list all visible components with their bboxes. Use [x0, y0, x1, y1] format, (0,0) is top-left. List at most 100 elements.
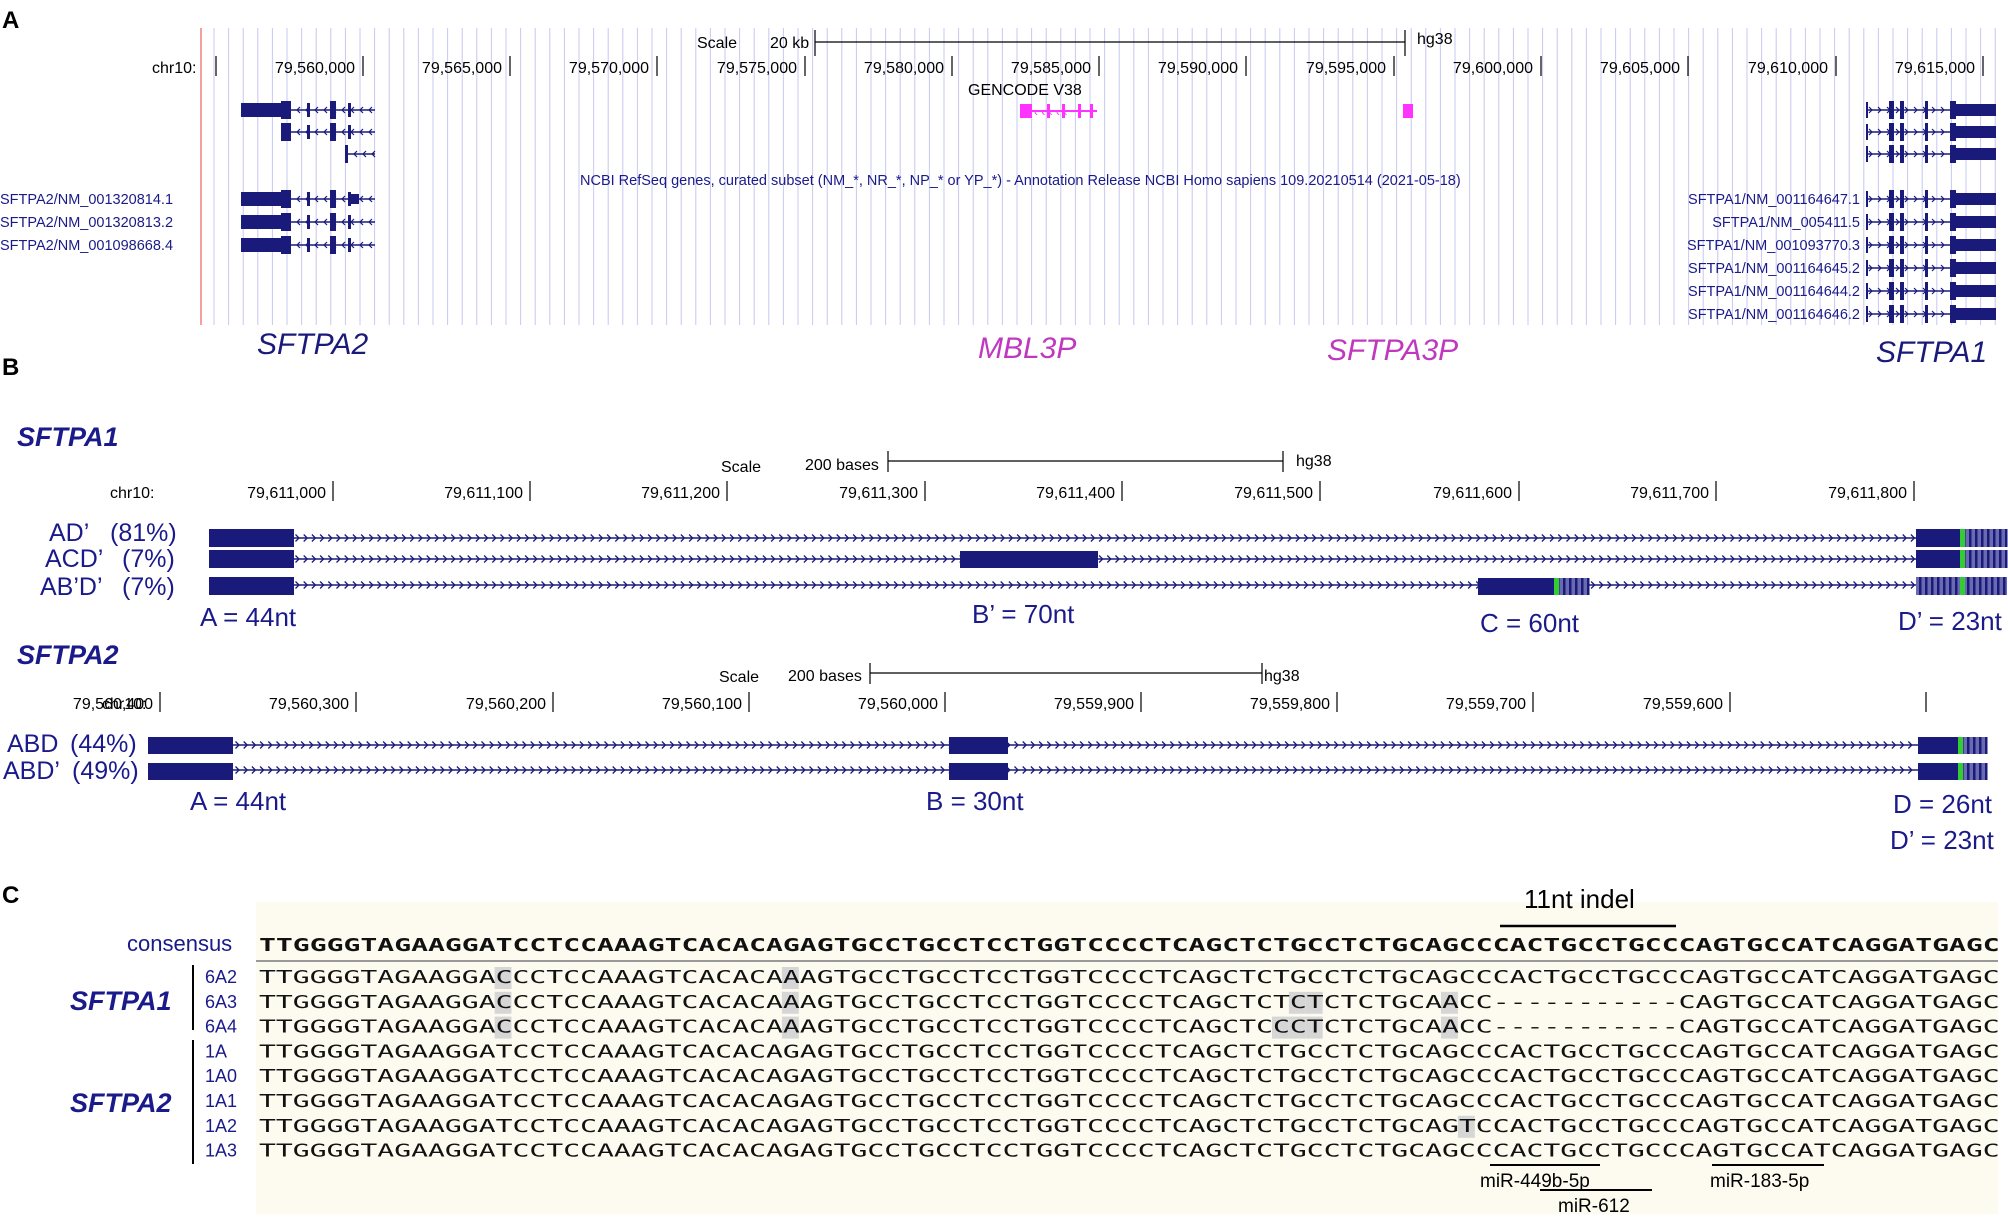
strand-arrow	[1574, 555, 1580, 563]
tick-label: 79,611,300	[839, 485, 918, 502]
strand-arrow	[1940, 218, 1945, 226]
strand-arrow	[1489, 741, 1495, 749]
strand-arrow	[923, 741, 929, 749]
strand-arrow	[259, 766, 265, 774]
strand-arrow	[1672, 581, 1678, 589]
strand-arrow	[1648, 555, 1653, 563]
strand-arrow	[1106, 534, 1112, 542]
strand-arrow	[639, 581, 645, 589]
exon-block	[330, 190, 336, 208]
exon-block	[348, 238, 351, 252]
tick-label: 79,560,100	[662, 696, 742, 713]
strand-arrow	[639, 534, 645, 542]
exon-block	[1956, 126, 1996, 138]
exon-stripe	[1985, 737, 1988, 754]
strand-arrow	[1877, 195, 1882, 203]
strand-arrow	[1350, 741, 1356, 749]
scale-value: 200 bases	[805, 457, 879, 474]
strand-arrow	[1904, 264, 1909, 272]
strand-arrow	[374, 741, 380, 749]
strand-arrow	[819, 534, 825, 542]
strand-arrow	[327, 581, 333, 589]
strand-arrow	[800, 766, 806, 774]
strand-arrow	[1238, 555, 1243, 563]
strand-arrow	[1418, 534, 1424, 542]
strand-arrow	[1407, 766, 1413, 774]
strand-arrow	[869, 555, 874, 563]
strand-arrow	[1418, 555, 1424, 563]
exon-block	[1950, 305, 1956, 323]
panel-c-label: C	[2, 882, 19, 909]
strand-arrow	[1738, 581, 1744, 589]
strand-arrow	[1913, 106, 1918, 114]
strand-arrow	[401, 555, 407, 563]
strand-arrow	[524, 555, 530, 563]
strand-arrow	[762, 555, 768, 563]
strand-arrow	[1115, 581, 1120, 589]
strand-arrow	[1629, 741, 1634, 749]
strand-arrow	[1574, 534, 1580, 542]
strand-arrow	[1858, 766, 1864, 774]
strand-arrow	[967, 581, 973, 589]
strand-arrow	[371, 150, 376, 158]
strand-arrow	[1538, 766, 1544, 774]
strand-arrow	[1197, 534, 1202, 542]
strand-arrow	[557, 534, 563, 542]
strand-arrow	[336, 581, 341, 589]
strand-arrow	[1801, 766, 1807, 774]
strand-arrow	[1301, 741, 1306, 749]
strand-arrow	[1891, 766, 1897, 774]
strand-arrow	[1771, 581, 1776, 589]
strand-arrow	[1809, 741, 1815, 749]
strand-arrow	[1383, 766, 1388, 774]
panel-b-label: B	[2, 354, 19, 381]
strand-arrow	[1311, 581, 1317, 589]
strand-arrow	[1719, 766, 1725, 774]
strand-arrow	[885, 555, 891, 563]
strand-arrow	[992, 534, 997, 542]
strand-arrow	[1295, 555, 1301, 563]
group-label-sftpa2: SFTPA2	[70, 1088, 172, 1118]
transcript-label: SFTPA1/NM_001164645.2	[1688, 261, 1860, 277]
exon-label: C = 60nt	[1480, 608, 1580, 638]
strand-arrow	[1735, 741, 1741, 749]
strand-arrow	[959, 581, 965, 589]
exon-block	[1866, 237, 1868, 253]
strand-arrow	[1784, 766, 1790, 774]
strand-arrow	[1639, 581, 1645, 589]
strand-arrow	[983, 534, 989, 542]
strand-arrow	[1336, 581, 1342, 589]
strand-arrow	[718, 766, 724, 774]
strand-arrow	[647, 534, 653, 542]
strand-arrow	[1913, 128, 1918, 136]
strand-arrow	[1752, 741, 1757, 749]
strand-arrow	[1913, 195, 1918, 203]
strand-arrow	[1885, 555, 1891, 563]
strand-arrow	[907, 741, 913, 749]
exon-stripe	[1981, 550, 1984, 568]
strand-arrow	[1333, 741, 1339, 749]
strand-arrow	[1385, 534, 1391, 542]
strand-arrow	[1596, 766, 1602, 774]
strand-arrow	[267, 766, 273, 774]
strand-arrow	[1434, 581, 1440, 589]
strand-arrow	[1895, 287, 1900, 295]
exon-block	[1900, 213, 1904, 231]
strand-arrow	[1016, 534, 1022, 542]
strand-arrow	[1664, 581, 1670, 589]
exon-block	[307, 238, 310, 252]
tick-label: 79,611,400	[1036, 485, 1115, 502]
strand-arrow	[1358, 741, 1364, 749]
strand-arrow	[1303, 555, 1309, 563]
strand-arrow	[1664, 534, 1670, 542]
strand-arrow	[1895, 195, 1900, 203]
strand-arrow	[319, 555, 325, 563]
strand-arrow	[1738, 555, 1744, 563]
isoform-name: ACD’	[45, 545, 103, 573]
strand-arrow	[1301, 766, 1306, 774]
strand-arrow	[664, 581, 669, 589]
strand-arrow	[1820, 555, 1826, 563]
strand-arrow	[612, 741, 618, 749]
exon-stripe	[2005, 529, 2008, 547]
strand-arrow	[1402, 534, 1407, 542]
